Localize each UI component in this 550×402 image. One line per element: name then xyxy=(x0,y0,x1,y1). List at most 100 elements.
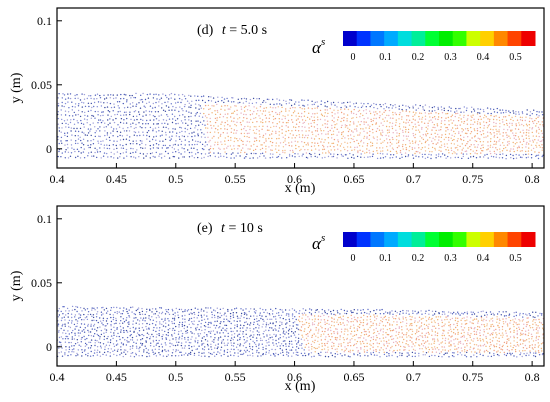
particle-d xyxy=(242,140,244,143)
particle-e xyxy=(216,330,218,333)
particle-d xyxy=(100,157,102,159)
particle-d xyxy=(122,147,125,149)
particle-d xyxy=(154,156,156,158)
particle-d xyxy=(376,142,378,144)
particle-d xyxy=(436,123,438,125)
particle-e xyxy=(225,324,228,327)
particle-d xyxy=(404,131,407,133)
particle-e xyxy=(477,339,479,341)
particle-e xyxy=(203,349,205,351)
particle-d xyxy=(156,123,158,125)
particle-e xyxy=(88,331,90,333)
particle-d xyxy=(509,137,511,139)
particle-e xyxy=(399,352,401,354)
particle-d xyxy=(518,122,520,124)
particle-e xyxy=(386,355,388,357)
particle-d xyxy=(297,153,299,155)
particle-e xyxy=(369,340,372,342)
particle-d xyxy=(340,108,342,111)
particle-d xyxy=(97,101,100,103)
particle-e xyxy=(275,329,277,331)
particle-e xyxy=(84,349,86,351)
particle-d xyxy=(395,119,397,121)
particle-d xyxy=(488,120,491,122)
particle-d xyxy=(255,152,257,155)
particle-d xyxy=(233,157,235,159)
particle-e xyxy=(265,322,268,324)
particle-e xyxy=(388,342,390,345)
particle-e xyxy=(129,345,132,348)
particle-d xyxy=(243,113,245,116)
particle-e xyxy=(489,311,492,313)
particle-d xyxy=(214,117,217,120)
particle-d xyxy=(357,150,359,152)
particle-d xyxy=(265,121,267,123)
particle-e xyxy=(164,317,166,320)
particle-e xyxy=(350,310,352,312)
particle-e xyxy=(137,308,139,311)
particle-d xyxy=(115,144,118,147)
particle-d xyxy=(103,144,106,146)
particle-e xyxy=(505,330,507,332)
particle-d xyxy=(487,112,489,115)
particle-d xyxy=(537,126,540,129)
particle-e xyxy=(340,345,342,347)
particle-d xyxy=(295,134,298,137)
particle-d xyxy=(473,144,475,146)
particle-d xyxy=(412,105,414,108)
particle-d xyxy=(194,127,196,129)
particle-e xyxy=(326,342,328,345)
particle-e xyxy=(315,309,317,311)
particle-e xyxy=(375,323,378,325)
particle-d xyxy=(369,110,371,112)
particle-d xyxy=(94,147,96,149)
particle-d xyxy=(74,156,77,159)
particle-d xyxy=(195,120,197,122)
particle-e xyxy=(115,322,117,324)
particle-d xyxy=(188,132,190,135)
particle-d xyxy=(427,147,430,150)
particle-d xyxy=(330,153,332,155)
particle-d xyxy=(235,105,237,107)
particle-e xyxy=(488,320,491,322)
particle-d xyxy=(155,151,157,154)
particle-d xyxy=(94,132,96,134)
particle-e xyxy=(382,349,384,351)
particle-e xyxy=(398,327,400,329)
particle-e xyxy=(71,316,73,319)
particle-e xyxy=(71,332,73,334)
particle-d xyxy=(510,157,512,159)
particle-e xyxy=(91,307,93,309)
particle-e xyxy=(464,320,466,322)
particle-d xyxy=(489,132,491,134)
particle-e xyxy=(319,315,322,318)
particle-e xyxy=(81,351,84,354)
particle-e xyxy=(291,313,294,315)
particle-e xyxy=(83,331,86,333)
particle-e xyxy=(388,349,391,352)
colorbar-tick-label-d: 0.3 xyxy=(444,52,457,63)
particle-d xyxy=(288,153,291,156)
particle-e xyxy=(84,327,87,329)
colorbar-swatch-d xyxy=(411,31,426,46)
particle-d xyxy=(214,113,217,116)
particle-e xyxy=(411,341,413,343)
particle-d xyxy=(66,132,69,134)
particle-e xyxy=(129,339,132,341)
particle-d xyxy=(243,117,245,119)
particle-e xyxy=(125,308,128,310)
particle-d xyxy=(292,126,295,128)
particle-e xyxy=(251,348,254,351)
particle-d xyxy=(171,146,173,149)
particle-e xyxy=(93,352,96,354)
particle-e xyxy=(178,326,180,328)
particle-d xyxy=(515,132,517,134)
particle-e xyxy=(422,351,424,353)
particle-e xyxy=(482,345,484,347)
particle-d xyxy=(135,151,137,153)
particle-e xyxy=(524,349,526,352)
particle-e xyxy=(455,317,457,319)
particle-e xyxy=(220,321,222,323)
particle-e xyxy=(68,341,70,344)
particle-d xyxy=(473,108,475,110)
